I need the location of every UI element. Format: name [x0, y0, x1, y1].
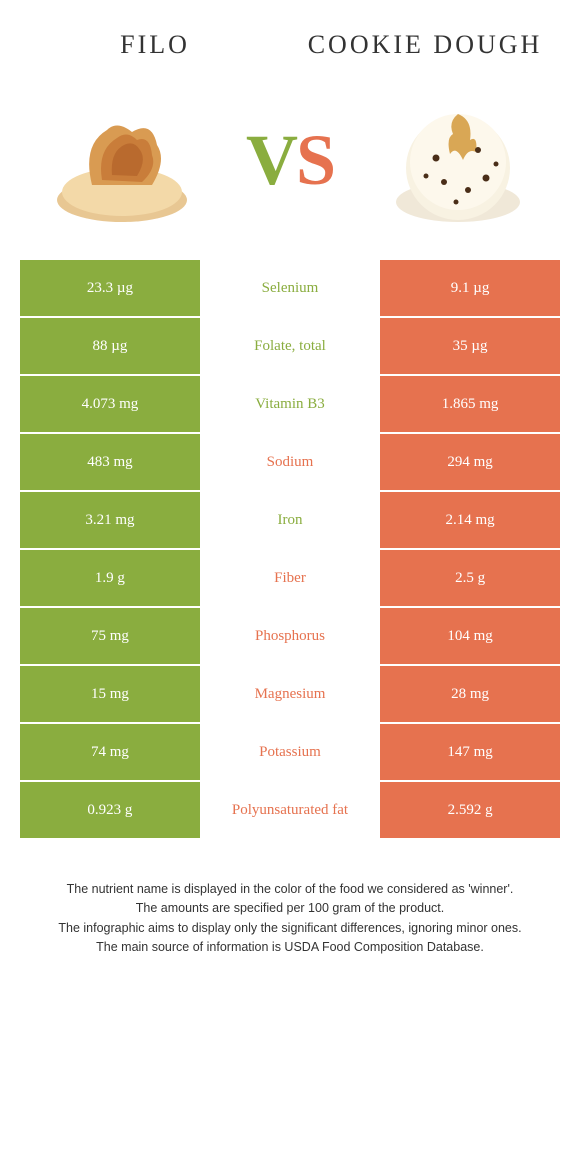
cell-nutrient-label: Potassium: [200, 724, 380, 780]
cell-nutrient-label: Iron: [200, 492, 380, 548]
cell-left-value: 23.3 µg: [20, 260, 200, 316]
cell-left-value: 75 mg: [20, 608, 200, 664]
vs-label: VS: [246, 119, 334, 202]
cell-right-value: 147 mg: [380, 724, 560, 780]
table-row: 23.3 µgSelenium9.1 µg: [20, 260, 560, 318]
cell-right-value: 2.14 mg: [380, 492, 560, 548]
cell-left-value: 4.073 mg: [20, 376, 200, 432]
cell-right-value: 294 mg: [380, 434, 560, 490]
cell-nutrient-label: Sodium: [200, 434, 380, 490]
cell-left-value: 1.9 g: [20, 550, 200, 606]
cell-right-value: 28 mg: [380, 666, 560, 722]
footer-line: The nutrient name is displayed in the co…: [30, 880, 550, 899]
cell-right-value: 35 µg: [380, 318, 560, 374]
food-image-left: [42, 90, 202, 230]
cell-nutrient-label: Polyunsaturated fat: [200, 782, 380, 838]
cell-right-value: 2.592 g: [380, 782, 560, 838]
cell-right-value: 104 mg: [380, 608, 560, 664]
cell-nutrient-label: Vitamin B3: [200, 376, 380, 432]
cell-left-value: 88 µg: [20, 318, 200, 374]
cell-left-value: 483 mg: [20, 434, 200, 490]
vs-s: S: [296, 120, 334, 200]
table-row: 1.9 gFiber2.5 g: [20, 550, 560, 608]
footer-line: The infographic aims to display only the…: [30, 919, 550, 938]
images-row: VS: [0, 70, 580, 260]
table-row: 4.073 mgVitamin B31.865 mg: [20, 376, 560, 434]
cell-right-value: 9.1 µg: [380, 260, 560, 316]
table-row: 88 µgFolate, total35 µg: [20, 318, 560, 376]
cell-left-value: 3.21 mg: [20, 492, 200, 548]
cell-nutrient-label: Fiber: [200, 550, 380, 606]
cell-left-value: 15 mg: [20, 666, 200, 722]
footer-line: The main source of information is USDA F…: [30, 938, 550, 957]
vs-v: V: [246, 120, 296, 200]
cell-left-value: 0.923 g: [20, 782, 200, 838]
footer-line: The amounts are specified per 100 gram o…: [30, 899, 550, 918]
cell-nutrient-label: Phosphorus: [200, 608, 380, 664]
table-row: 74 mgPotassium147 mg: [20, 724, 560, 782]
table-row: 15 mgMagnesium28 mg: [20, 666, 560, 724]
cell-nutrient-label: Magnesium: [200, 666, 380, 722]
table-row: 483 mgSodium294 mg: [20, 434, 560, 492]
cell-nutrient-label: Folate, total: [200, 318, 380, 374]
table-row: 75 mgPhosphorus104 mg: [20, 608, 560, 666]
cell-left-value: 74 mg: [20, 724, 200, 780]
food-image-right: [378, 90, 538, 230]
footer: The nutrient name is displayed in the co…: [0, 840, 580, 958]
cell-right-value: 2.5 g: [380, 550, 560, 606]
table-row: 0.923 gPolyunsaturated fat2.592 g: [20, 782, 560, 840]
cell-nutrient-label: Selenium: [200, 260, 380, 316]
header: Filo Cookie dough: [0, 0, 580, 70]
header-title-right: Cookie dough: [304, 30, 547, 60]
header-title-left: Filo: [34, 30, 277, 60]
table-row: 3.21 mgIron2.14 mg: [20, 492, 560, 550]
comparison-table: 23.3 µgSelenium9.1 µg88 µgFolate, total3…: [20, 260, 560, 840]
cell-right-value: 1.865 mg: [380, 376, 560, 432]
